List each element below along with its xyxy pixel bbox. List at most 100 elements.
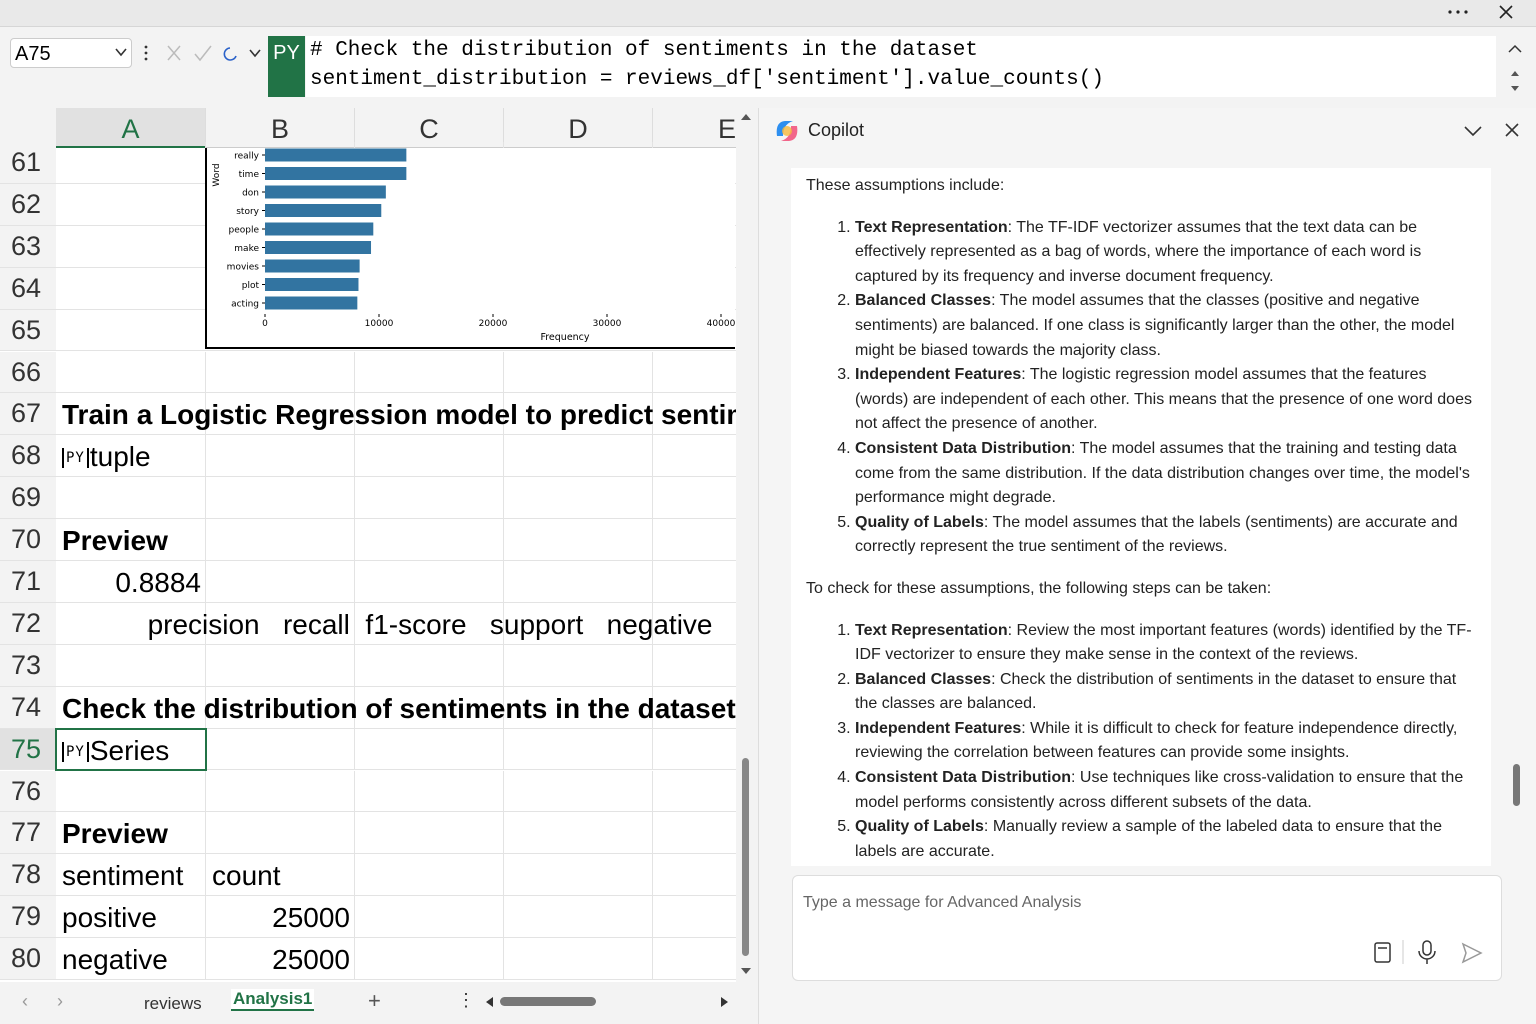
copilot-scrollbar[interactable] [1511, 758, 1523, 810]
cell[interactable] [56, 644, 206, 687]
cell[interactable] [355, 435, 504, 478]
cell[interactable] [56, 519, 206, 561]
column-header[interactable]: A [56, 108, 206, 148]
cell[interactable] [56, 812, 206, 855]
copilot-controls[interactable] [1459, 120, 1529, 142]
input-icons[interactable] [1363, 938, 1493, 968]
cell[interactable] [504, 644, 653, 687]
row-header[interactable]: 76 [0, 770, 56, 813]
cell[interactable] [504, 393, 653, 436]
cell[interactable] [355, 938, 504, 980]
add-sheet[interactable]: + [368, 988, 381, 1013]
sheet-tab[interactable]: Analysis1 [231, 989, 315, 1011]
row-header[interactable]: 65 [0, 309, 56, 352]
cell[interactable] [504, 728, 653, 771]
name-box[interactable]: A75 [10, 38, 132, 68]
row-header[interactable]: 71 [0, 561, 56, 603]
cell[interactable] [355, 602, 504, 645]
cell[interactable] [653, 896, 736, 939]
cell[interactable] [206, 854, 355, 897]
cell[interactable] [504, 477, 653, 520]
cell[interactable] [206, 728, 355, 771]
cell[interactable] [56, 770, 206, 813]
column-header[interactable]: E [653, 108, 736, 148]
cell[interactable] [355, 896, 504, 939]
cell[interactable] [56, 938, 206, 980]
column-header[interactable]: C [355, 108, 504, 148]
cell[interactable] [206, 602, 355, 645]
cell[interactable] [355, 770, 504, 813]
row-header[interactable]: 74 [0, 686, 56, 729]
spreadsheet-grid[interactable]: A B C D E 61 62 63 64 65 66 67 Train a Logistic Regr… [0, 108, 736, 982]
formula-code[interactable]: # Check the distribution of sentiments i… [306, 36, 1496, 97]
row-header[interactable]: 63 [0, 225, 56, 268]
row-header[interactable]: 78 [0, 854, 56, 897]
cell[interactable] [653, 771, 736, 813]
row-header[interactable]: 75 [0, 728, 56, 771]
row-header[interactable]: 61 [0, 142, 56, 184]
cell[interactable] [56, 435, 206, 478]
cell[interactable] [206, 561, 355, 603]
cell[interactable] [504, 896, 653, 939]
cell[interactable] [653, 519, 736, 561]
row-header[interactable]: 73 [0, 644, 56, 687]
cell[interactable] [653, 854, 736, 897]
cell[interactable] [504, 435, 653, 478]
cell[interactable] [206, 519, 355, 561]
cell[interactable] [355, 351, 504, 394]
cell[interactable] [653, 477, 736, 520]
cell[interactable] [56, 854, 206, 897]
cell[interactable] [653, 561, 736, 603]
sheet-tab[interactable]: reviews [144, 994, 202, 1013]
vertical-scrollbar[interactable] [737, 108, 755, 982]
formula-scroll[interactable] [1505, 40, 1525, 98]
cell[interactable] [653, 645, 736, 687]
cell[interactable] [653, 729, 736, 771]
cell[interactable] [206, 435, 355, 478]
cell[interactable] [56, 267, 206, 310]
row-header[interactable]: 72 [0, 602, 56, 645]
tab-nav[interactable]: ‹ › [22, 991, 63, 1011]
cell[interactable] [206, 938, 355, 980]
cell[interactable] [355, 561, 504, 603]
cell[interactable] [653, 687, 736, 729]
row-header[interactable]: 77 [0, 812, 56, 855]
cell[interactable] [504, 812, 653, 855]
row-header[interactable]: 80 [0, 938, 56, 980]
cell[interactable] [206, 477, 355, 520]
cell[interactable] [56, 351, 206, 394]
cell[interactable] [56, 142, 206, 184]
cell[interactable] [56, 309, 206, 352]
cell[interactable] [504, 938, 653, 980]
cell[interactable] [355, 812, 504, 855]
cell[interactable] [355, 644, 504, 687]
cell[interactable] [653, 393, 736, 436]
cell[interactable] [504, 351, 653, 394]
cell[interactable] [504, 686, 653, 729]
row-header[interactable]: 68 [0, 435, 56, 478]
cell[interactable] [355, 686, 504, 729]
cell[interactable] [504, 561, 653, 603]
cell[interactable] [355, 519, 504, 561]
cell[interactable] [56, 225, 206, 268]
cell[interactable] [355, 477, 504, 520]
cell[interactable] [206, 686, 355, 729]
row-header[interactable]: 69 [0, 477, 56, 520]
column-header[interactable]: B [206, 108, 355, 148]
cell[interactable] [56, 183, 206, 226]
window-controls[interactable] [1440, 4, 1530, 22]
row-header[interactable]: 62 [0, 183, 56, 226]
tab-menu[interactable]: ⋮ [457, 990, 475, 1010]
cell[interactable] [56, 561, 206, 603]
row-header[interactable]: 66 [0, 351, 56, 394]
row-header[interactable]: 70 [0, 519, 56, 561]
horizontal-scrollbar[interactable] [482, 992, 732, 1012]
cell[interactable] [56, 393, 206, 436]
cell[interactable] [653, 812, 736, 855]
cell[interactable] [56, 602, 206, 645]
cell[interactable] [504, 770, 653, 813]
cell[interactable] [504, 602, 653, 645]
cell[interactable] [653, 435, 736, 478]
cell[interactable] [355, 854, 504, 897]
cell[interactable] [653, 310, 736, 352]
